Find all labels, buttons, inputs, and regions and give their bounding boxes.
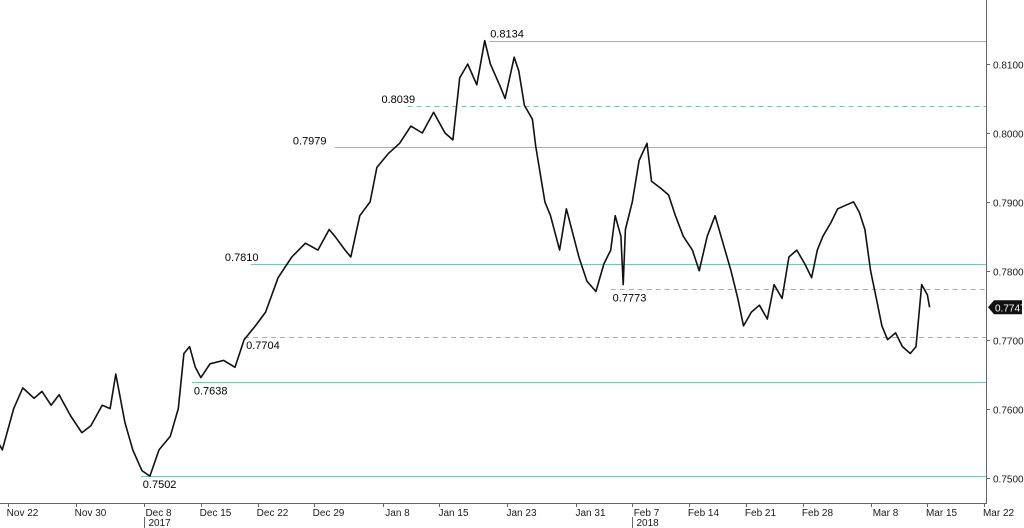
y-tick-label-2: 0.7700 (993, 337, 1024, 348)
x-tick-label-3: Dec 15 (200, 508, 232, 519)
y-tick-label-6: 0.8100 (993, 61, 1024, 72)
x-tick-label-13: Feb 28 (802, 508, 834, 519)
x-tick-label-12: Feb 21 (745, 508, 777, 519)
year-label-0: 2017 (149, 518, 172, 528)
level-label-0: 0.8134 (490, 29, 524, 41)
level-labels: 0.8134 0.8039 0.7979 0.7810 0.7773 0.7704 0.76… (143, 29, 647, 491)
x-tick-label-9: Jan 31 (575, 508, 605, 519)
last-value-label: 0.7747 (995, 303, 1024, 314)
x-tick-label-16: Mar 22 (983, 508, 1015, 519)
price-line (0, 39, 931, 477)
last-value-tag: 0.7747 (988, 300, 1024, 315)
level-label-7: 0.7502 (143, 479, 177, 491)
x-tick-label-6: Jan 8 (385, 508, 410, 519)
x-tick-label-10: Feb 7 (634, 508, 660, 519)
x-tick-label-1: Nov 30 (75, 508, 107, 519)
x-tick-label-11: Feb 14 (688, 508, 720, 519)
year-label-1: 2018 (637, 518, 660, 528)
x-tick-label-0: Nov 22 (7, 508, 39, 519)
level-lines (140, 40, 986, 478)
x-tick-label-5: Dec 29 (313, 508, 345, 519)
x-tick-label-14: Mar 8 (873, 508, 899, 519)
level-label-6: 0.7638 (194, 385, 228, 397)
y-axis-ticks: 0.7500 0.7600 0.7700 0.7800 0.7900 0.8000 0.81… (986, 61, 1024, 486)
x-tick-label-15: Mar 15 (926, 508, 958, 519)
x-tick-label-4: Dec 22 (257, 508, 289, 519)
level-label-5: 0.7704 (246, 340, 280, 352)
x-tick-label-8: Jan 23 (506, 508, 536, 519)
y-tick-label-0: 0.7500 (993, 475, 1024, 486)
x-axis-ticks: Nov 22 Nov 30 Dec 8 Dec 15 Dec 22 Dec 29 Jan 8… (7, 503, 1015, 528)
level-label-3: 0.7810 (225, 252, 259, 264)
y-tick-label-3: 0.7800 (993, 268, 1024, 279)
level-label-2: 0.7979 (293, 136, 327, 148)
x-tick-label-7: Jan 15 (438, 508, 468, 519)
y-tick-label-1: 0.7600 (993, 406, 1024, 417)
level-label-1: 0.8039 (382, 94, 416, 106)
y-tick-label-5: 0.8000 (993, 130, 1024, 141)
y-tick-label-4: 0.7900 (993, 199, 1024, 210)
last-value-badge (988, 300, 1022, 315)
level-label-4: 0.7773 (613, 292, 647, 304)
x-tick-label-2: Dec 8 (145, 508, 172, 519)
